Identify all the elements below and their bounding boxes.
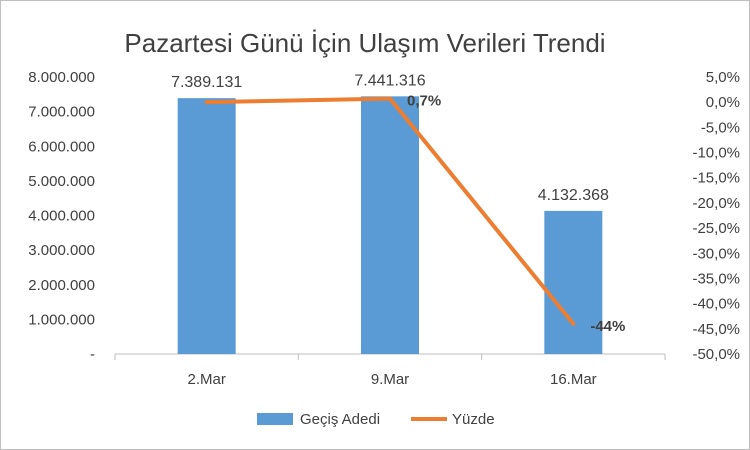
secondary-tick-label: -30,0% <box>692 245 740 262</box>
category-label: 9.Mar <box>371 371 409 388</box>
category-labels: 2.Mar 9.Mar 16.Mar <box>187 371 596 388</box>
primary-tick-label: 3.000.000 <box>28 242 95 259</box>
category-label: 2.Mar <box>187 371 225 388</box>
primary-tick-label: 5.000.000 <box>28 173 95 190</box>
secondary-tick-label: -5,0% <box>701 119 740 136</box>
line-series <box>204 96 576 326</box>
primary-tick-label: 7.000.000 <box>28 104 95 121</box>
category-label: 16.Mar <box>550 371 597 388</box>
x-axis-ticks <box>114 354 666 360</box>
primary-tick-label: 2.000.000 <box>28 277 95 294</box>
legend-label-line: Yüzde <box>452 411 495 428</box>
secondary-tick-label: -40,0% <box>692 296 740 313</box>
secondary-tick-label: 5,0% <box>706 69 740 86</box>
bar-data-label: 7.389.131 <box>171 74 242 91</box>
line-data-labels: 0,7% -44% <box>407 93 625 335</box>
secondary-tick-label: -15,0% <box>692 170 740 187</box>
primary-tick-label: 4.000.000 <box>28 208 95 225</box>
secondary-axis-ticks: 5,0% 0,0% -5,0% -10,0% -15,0% -20,0% -25,0% -30… <box>692 69 740 363</box>
primary-tick-label: 8.000.000 <box>28 69 95 86</box>
secondary-tick-label: -20,0% <box>692 195 740 212</box>
secondary-tick-label: -35,0% <box>692 270 740 287</box>
secondary-tick-label: -45,0% <box>692 321 740 338</box>
line-series-path <box>204 96 576 326</box>
secondary-tick-label: 0,0% <box>706 94 740 111</box>
bar-data-label: 7.441.316 <box>354 72 425 89</box>
legend-swatch-bar <box>257 413 293 425</box>
bar-series <box>177 96 603 355</box>
secondary-tick-label: -50,0% <box>692 346 740 363</box>
line-data-label: 0,7% <box>407 93 441 110</box>
primary-tick-label: 1.000.000 <box>28 311 95 328</box>
legend: Geçiş Adedi Yüzde <box>257 411 495 428</box>
bar-data-labels: 7.389.131 7.441.316 4.132.368 <box>171 72 609 204</box>
primary-tick-label: 6.000.000 <box>28 138 95 155</box>
bar <box>361 96 419 355</box>
chart-title: Pazartesi Günü İçin Ulaşım Verileri Tren… <box>124 28 605 58</box>
secondary-tick-label: -25,0% <box>692 220 740 237</box>
secondary-tick-label: -10,0% <box>692 145 740 162</box>
primary-tick-label: - <box>90 346 95 363</box>
bar <box>177 98 236 354</box>
bar <box>544 210 603 354</box>
bar-data-label: 4.132.368 <box>538 187 609 204</box>
primary-axis-ticks: - 1.000.000 2.000.000 3.000.000 4.000.000 5.0… <box>28 69 95 363</box>
line-data-label: -44% <box>590 318 625 335</box>
legend-label-bar: Geçiş Adedi <box>300 411 380 428</box>
